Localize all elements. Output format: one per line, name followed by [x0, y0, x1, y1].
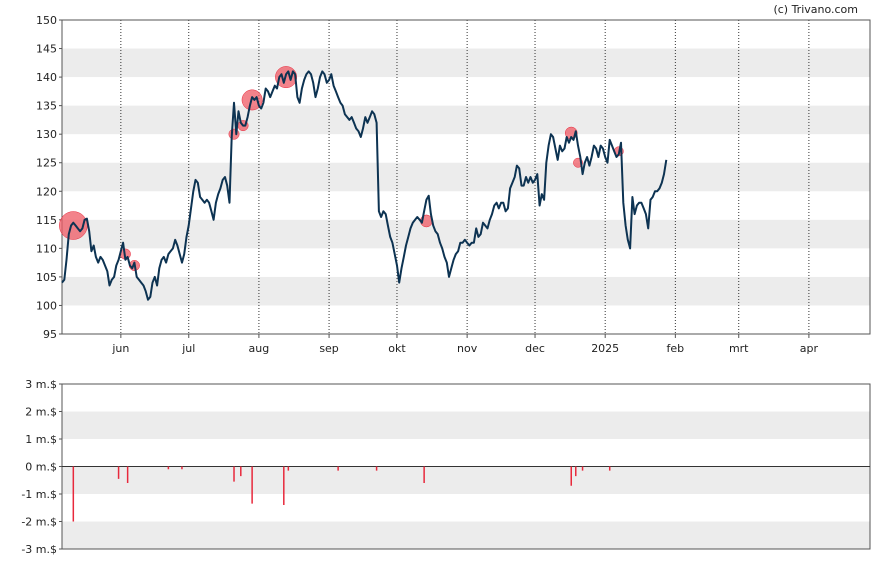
volume-bar	[233, 466, 235, 482]
volume-bar	[167, 466, 170, 470]
y-tick-label: 130	[36, 128, 57, 141]
volume-bar	[72, 466, 75, 522]
volume-bar	[283, 466, 285, 505]
grid-band	[62, 48, 870, 78]
price-panel: 95 100 105 110 115 120 125 130 135 140 145 150 jun ju…	[36, 14, 871, 355]
x-tick-label: sep	[319, 342, 338, 355]
y-tick-label: 3 m.$	[25, 378, 57, 391]
x-tick-label: okt	[388, 342, 406, 355]
volume-bar	[375, 466, 378, 471]
y-tick-label: 110	[36, 242, 57, 255]
volume-bar	[240, 466, 242, 477]
x-tick-label: aug	[249, 342, 270, 355]
grid-band	[62, 162, 870, 192]
volume-panel: 3 m.$ 2 m.$ 1 m.$ 0 m.$ -1 m.$ -2 m.$ -3 m.$	[21, 378, 871, 556]
volume-bar	[126, 466, 129, 483]
volume-bar	[575, 466, 577, 477]
y-tick-label: 95	[43, 328, 57, 341]
grid-band	[62, 105, 870, 135]
volume-bar	[608, 466, 611, 471]
plot-frame	[61, 19, 871, 335]
volume-bar	[337, 466, 339, 471]
y-tick-label: 100	[36, 299, 57, 312]
grid-band	[62, 411, 870, 439]
credit-text: (c) Trivano.com	[773, 3, 858, 16]
grid-band	[62, 219, 870, 249]
grid-band	[62, 521, 870, 549]
y-tick-label: 1 m.$	[25, 433, 57, 446]
grid-band	[62, 466, 870, 494]
x-tick-label: apr	[800, 342, 819, 355]
volume-bar	[181, 466, 183, 470]
y-tick-label: 145	[36, 43, 57, 56]
x-tick-label: nov	[457, 342, 478, 355]
x-tick-label: 2025	[591, 342, 619, 355]
y-tick-label: -3 m.$	[21, 543, 57, 556]
price-line	[61, 70, 668, 301]
y-tick-label: 150	[36, 14, 57, 27]
volume-bar	[117, 466, 120, 479]
y-tick-label: 125	[36, 157, 57, 170]
y-tick-label: 0 m.$	[25, 461, 57, 474]
volume-bar	[287, 466, 290, 471]
grid-band	[62, 276, 870, 306]
y-tick-label: 115	[36, 214, 57, 227]
y-tick-label: -2 m.$	[21, 516, 57, 529]
x-tick-label: jun	[111, 342, 129, 355]
y-tick-label: 120	[36, 185, 57, 198]
x-tick-label: jul	[181, 342, 195, 355]
x-tick-label: feb	[667, 342, 685, 355]
y-tick-label: -1 m.$	[21, 488, 57, 501]
volume-bar	[251, 466, 253, 504]
x-tick-label: dec	[525, 342, 545, 355]
volume-bar	[570, 466, 572, 486]
x-tick-label: mrt	[729, 342, 749, 355]
y-tick-label: 105	[36, 271, 57, 284]
y-tick-label: 140	[36, 71, 57, 84]
y-tick-label: 2 m.$	[25, 406, 57, 419]
y-tick-label: 135	[36, 100, 57, 113]
volume-bar	[581, 466, 584, 471]
volume-bar	[423, 466, 425, 483]
